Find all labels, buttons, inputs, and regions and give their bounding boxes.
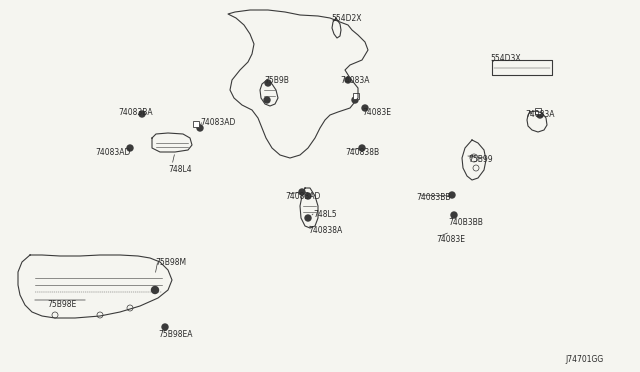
Text: 74083E: 74083E bbox=[436, 235, 465, 244]
Bar bbox=[193, 121, 199, 127]
Text: 74083AD: 74083AD bbox=[95, 148, 131, 157]
Circle shape bbox=[345, 77, 351, 83]
Circle shape bbox=[359, 145, 365, 151]
Circle shape bbox=[139, 111, 145, 117]
Circle shape bbox=[449, 192, 455, 198]
Circle shape bbox=[197, 125, 203, 131]
Text: 75B98M: 75B98M bbox=[155, 258, 186, 267]
Text: 554D2X: 554D2X bbox=[331, 14, 362, 23]
Circle shape bbox=[127, 145, 133, 151]
Circle shape bbox=[537, 112, 543, 118]
Circle shape bbox=[265, 80, 271, 86]
Text: 74083AD: 74083AD bbox=[200, 118, 236, 127]
Circle shape bbox=[305, 215, 311, 221]
Text: J74701GG: J74701GG bbox=[565, 355, 604, 364]
Text: 748L4: 748L4 bbox=[168, 165, 191, 174]
Bar bbox=[535, 108, 541, 114]
Circle shape bbox=[299, 189, 305, 195]
Text: 75B98E: 75B98E bbox=[47, 300, 76, 309]
Text: 740838B: 740838B bbox=[345, 148, 379, 157]
Text: 75B9B: 75B9B bbox=[264, 76, 289, 85]
Circle shape bbox=[162, 324, 168, 330]
Circle shape bbox=[305, 193, 311, 199]
Text: 74083A: 74083A bbox=[340, 76, 369, 85]
Text: 75B98EA: 75B98EA bbox=[158, 330, 193, 339]
Text: 74083E: 74083E bbox=[362, 108, 391, 117]
Circle shape bbox=[152, 286, 159, 294]
Circle shape bbox=[264, 97, 270, 103]
Circle shape bbox=[362, 105, 368, 111]
Circle shape bbox=[352, 97, 358, 103]
Text: 748L5: 748L5 bbox=[313, 210, 337, 219]
Text: 554D3X: 554D3X bbox=[490, 54, 520, 63]
Circle shape bbox=[451, 212, 457, 218]
Text: 74083AD: 74083AD bbox=[285, 192, 321, 201]
Text: 740838A: 740838A bbox=[308, 226, 342, 235]
Text: 74083BA: 74083BA bbox=[118, 108, 152, 117]
Text: 740B3BB: 740B3BB bbox=[448, 218, 483, 227]
Text: 74083A: 74083A bbox=[525, 110, 554, 119]
Bar bbox=[353, 93, 359, 99]
Text: 74083BB: 74083BB bbox=[416, 193, 451, 202]
Text: 75B99: 75B99 bbox=[468, 155, 493, 164]
